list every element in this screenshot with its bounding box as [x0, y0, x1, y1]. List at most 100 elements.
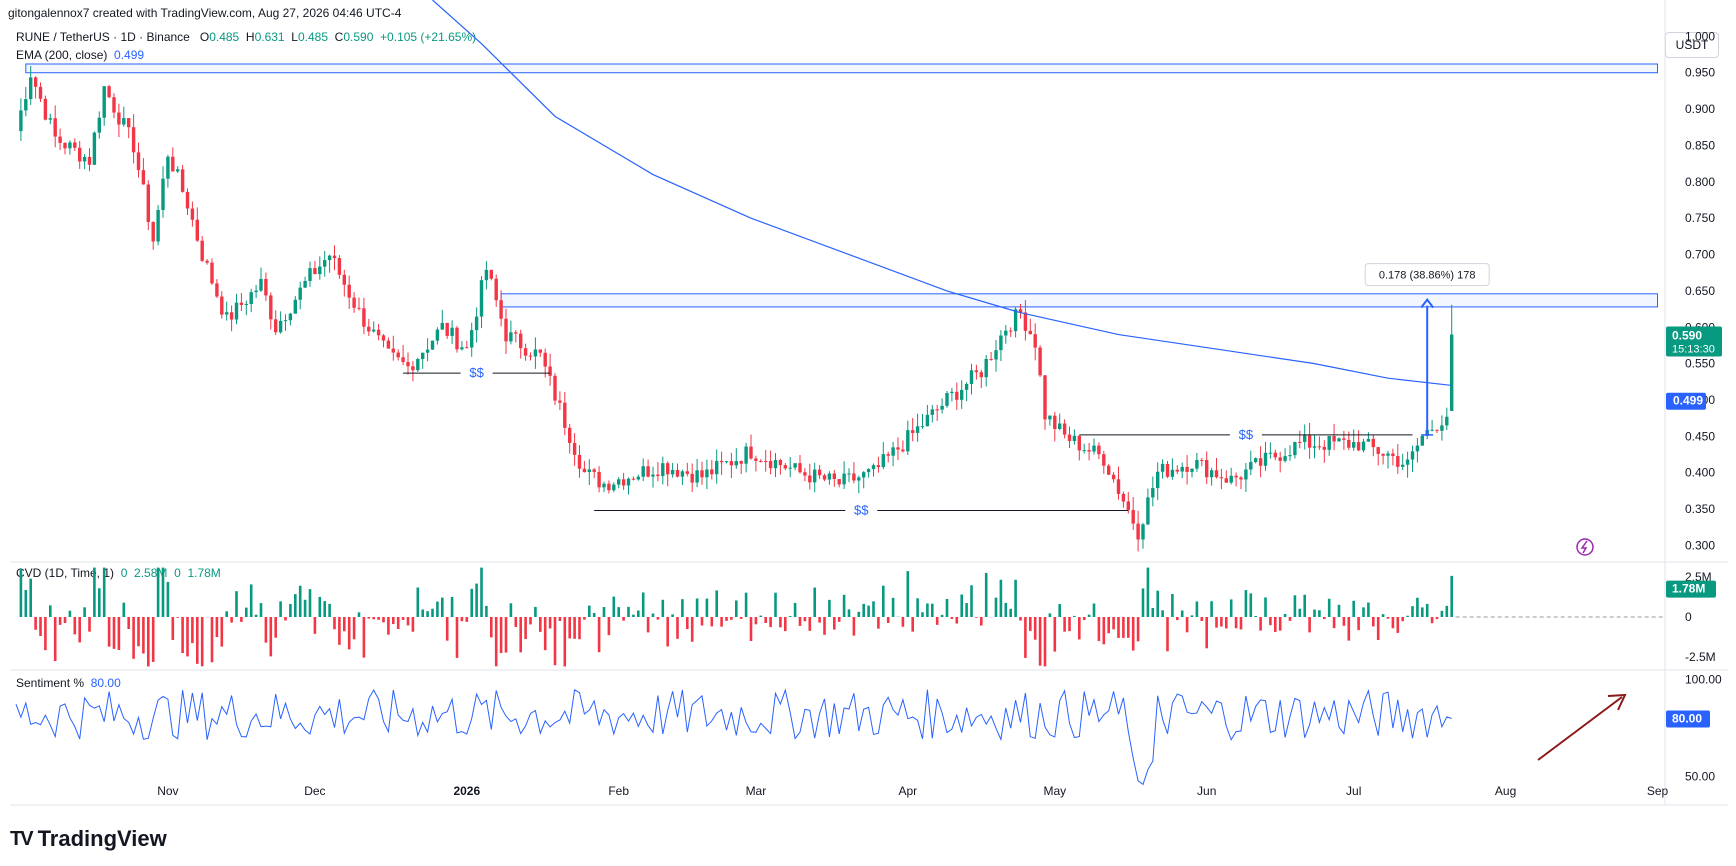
candle[interactable]: [401, 357, 405, 362]
candle[interactable]: [166, 156, 170, 179]
candle[interactable]: [63, 142, 67, 149]
candle[interactable]: [930, 409, 934, 415]
candle[interactable]: [558, 400, 562, 403]
candle[interactable]: [1023, 312, 1028, 331]
candle[interactable]: [788, 467, 792, 469]
candle[interactable]: [533, 349, 538, 357]
candle[interactable]: [151, 222, 155, 242]
candle[interactable]: [783, 465, 787, 469]
candle[interactable]: [171, 156, 175, 172]
candle[interactable]: [430, 340, 435, 350]
candle[interactable]: [58, 136, 62, 143]
resistance-zone[interactable]: [25, 63, 1658, 74]
candle[interactable]: [33, 77, 38, 87]
price-chart[interactable]: 1.000 0.950 0.900 0.850 0.800 0.750 0.700 0.650…: [0, 0, 1736, 810]
candle[interactable]: [107, 86, 111, 98]
candle[interactable]: [656, 474, 660, 477]
candle[interactable]: [362, 308, 366, 327]
candle[interactable]: [1170, 469, 1175, 477]
candle[interactable]: [563, 402, 567, 428]
candle[interactable]: [244, 304, 248, 306]
candle[interactable]: [43, 98, 48, 120]
candle[interactable]: [832, 473, 836, 480]
candle[interactable]: [999, 335, 1003, 351]
candle[interactable]: [352, 297, 356, 308]
candle[interactable]: [866, 469, 871, 473]
candle[interactable]: [710, 469, 714, 475]
candle[interactable]: [465, 347, 469, 349]
candle[interactable]: [1048, 415, 1052, 420]
candle[interactable]: [327, 255, 332, 261]
candle[interactable]: [313, 268, 317, 275]
candle[interactable]: [876, 465, 881, 468]
candle[interactable]: [592, 469, 596, 472]
candle[interactable]: [141, 170, 146, 185]
candle[interactable]: [538, 349, 542, 353]
candle[interactable]: [1205, 459, 1209, 478]
candle[interactable]: [180, 169, 185, 192]
candle[interactable]: [680, 471, 685, 477]
candle[interactable]: [636, 476, 640, 480]
candle[interactable]: [367, 326, 371, 332]
symbol-label[interactable]: RUNE / TetherUS · 1D · Binance: [16, 30, 190, 44]
candle[interactable]: [617, 479, 621, 485]
candle[interactable]: [1219, 477, 1224, 479]
candle[interactable]: [1356, 442, 1361, 451]
candle[interactable]: [1180, 466, 1184, 472]
candle[interactable]: [1224, 478, 1228, 483]
candle[interactable]: [195, 219, 199, 241]
candle[interactable]: [229, 312, 234, 320]
candle[interactable]: [146, 184, 150, 223]
candle[interactable]: [220, 296, 224, 315]
candle[interactable]: [1214, 470, 1219, 478]
candle[interactable]: [82, 156, 87, 162]
candle[interactable]: [1160, 463, 1165, 472]
candle[interactable]: [406, 361, 410, 367]
candle[interactable]: [1156, 471, 1160, 489]
candle[interactable]: [1317, 446, 1322, 448]
candle[interactable]: [1244, 469, 1248, 480]
candle[interactable]: [1342, 438, 1346, 440]
candle[interactable]: [1445, 416, 1449, 426]
candle[interactable]: [768, 461, 773, 469]
candle[interactable]: [621, 479, 626, 486]
candle[interactable]: [1396, 456, 1400, 467]
candle[interactable]: [1009, 330, 1013, 332]
candle[interactable]: [1234, 475, 1238, 478]
candle[interactable]: [19, 110, 23, 132]
candle[interactable]: [1126, 501, 1130, 510]
candle[interactable]: [1072, 435, 1077, 441]
candle[interactable]: [293, 299, 297, 314]
candle[interactable]: [396, 352, 400, 358]
candle[interactable]: [813, 469, 817, 483]
candle[interactable]: [1058, 423, 1062, 429]
ema-200-line[interactable]: [432, 0, 1452, 387]
candle[interactable]: [1371, 438, 1375, 448]
candle[interactable]: [798, 463, 802, 473]
candle[interactable]: [984, 358, 988, 378]
candle[interactable]: [572, 442, 577, 455]
candle[interactable]: [1062, 423, 1067, 435]
candle[interactable]: [803, 472, 807, 476]
candle[interactable]: [1053, 415, 1057, 429]
candle[interactable]: [960, 389, 964, 400]
candle[interactable]: [1391, 453, 1395, 457]
candle[interactable]: [97, 117, 101, 133]
candle[interactable]: [1229, 475, 1233, 483]
candle[interactable]: [1254, 458, 1258, 463]
candle[interactable]: [1278, 457, 1282, 461]
candle[interactable]: [185, 191, 190, 209]
candle[interactable]: [440, 322, 444, 330]
candle[interactable]: [259, 278, 263, 291]
candle[interactable]: [1303, 435, 1307, 443]
candle[interactable]: [1146, 497, 1150, 525]
candle[interactable]: [1410, 451, 1415, 460]
candle[interactable]: [602, 483, 606, 488]
candle[interactable]: [817, 469, 822, 476]
candle[interactable]: [715, 460, 719, 475]
candle[interactable]: [131, 127, 136, 153]
tradingview-brand[interactable]: TV TradingView: [10, 826, 167, 852]
candle[interactable]: [950, 391, 954, 394]
candle[interactable]: [78, 147, 82, 162]
candle[interactable]: [337, 258, 342, 275]
